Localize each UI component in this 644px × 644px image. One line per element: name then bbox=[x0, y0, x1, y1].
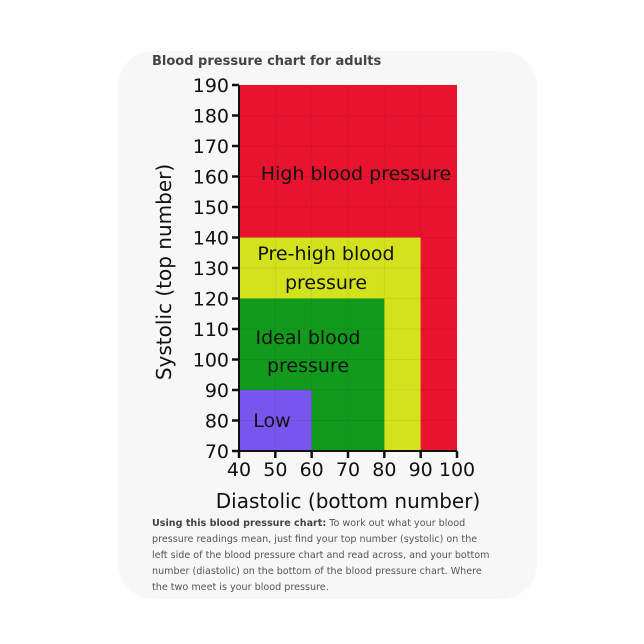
y-axis-label: Systolic (top number) bbox=[152, 164, 176, 380]
y-tick-label: 170 bbox=[193, 136, 229, 158]
y-tick-label: 120 bbox=[193, 289, 229, 311]
y-tick-label: 130 bbox=[193, 258, 229, 280]
x-tick-label: 100 bbox=[439, 459, 475, 481]
x-tick-label: 50 bbox=[263, 459, 287, 481]
y-tick-label: 160 bbox=[193, 167, 229, 189]
region-label: Pre-high blood bbox=[257, 243, 394, 265]
region-low bbox=[239, 390, 312, 451]
y-tick-label: 140 bbox=[193, 228, 229, 250]
usage-note-text: To work out what your blood pressure rea… bbox=[152, 518, 490, 593]
y-tick-label: 70 bbox=[205, 441, 229, 463]
region-label: pressure bbox=[285, 272, 367, 294]
y-tick-label: 110 bbox=[193, 319, 229, 341]
chart-title: Blood pressure chart for adults bbox=[152, 54, 382, 69]
region-label: High blood pressure bbox=[261, 163, 451, 185]
region-label: Ideal blood bbox=[256, 327, 361, 349]
y-tick-label: 90 bbox=[205, 380, 229, 402]
x-tick-label: 70 bbox=[336, 459, 360, 481]
usage-note-heading: Using this blood pressure chart: bbox=[152, 518, 327, 529]
region-label: pressure bbox=[267, 355, 349, 377]
y-tick-label: 100 bbox=[193, 350, 229, 372]
y-tick-label: 150 bbox=[193, 197, 229, 219]
x-tick-label: 90 bbox=[409, 459, 433, 481]
x-tick-label: 40 bbox=[227, 459, 251, 481]
y-tick-label: 180 bbox=[193, 106, 229, 128]
region-label: Low bbox=[253, 410, 290, 432]
x-tick-label: 80 bbox=[372, 459, 396, 481]
x-axis-label: Diastolic (bottom number) bbox=[216, 489, 481, 513]
x-tick-label: 60 bbox=[300, 459, 324, 481]
y-tick-label: 80 bbox=[205, 411, 229, 433]
usage-note: Using this blood pressure chart: To work… bbox=[152, 516, 492, 596]
y-tick-label: 190 bbox=[193, 75, 229, 97]
